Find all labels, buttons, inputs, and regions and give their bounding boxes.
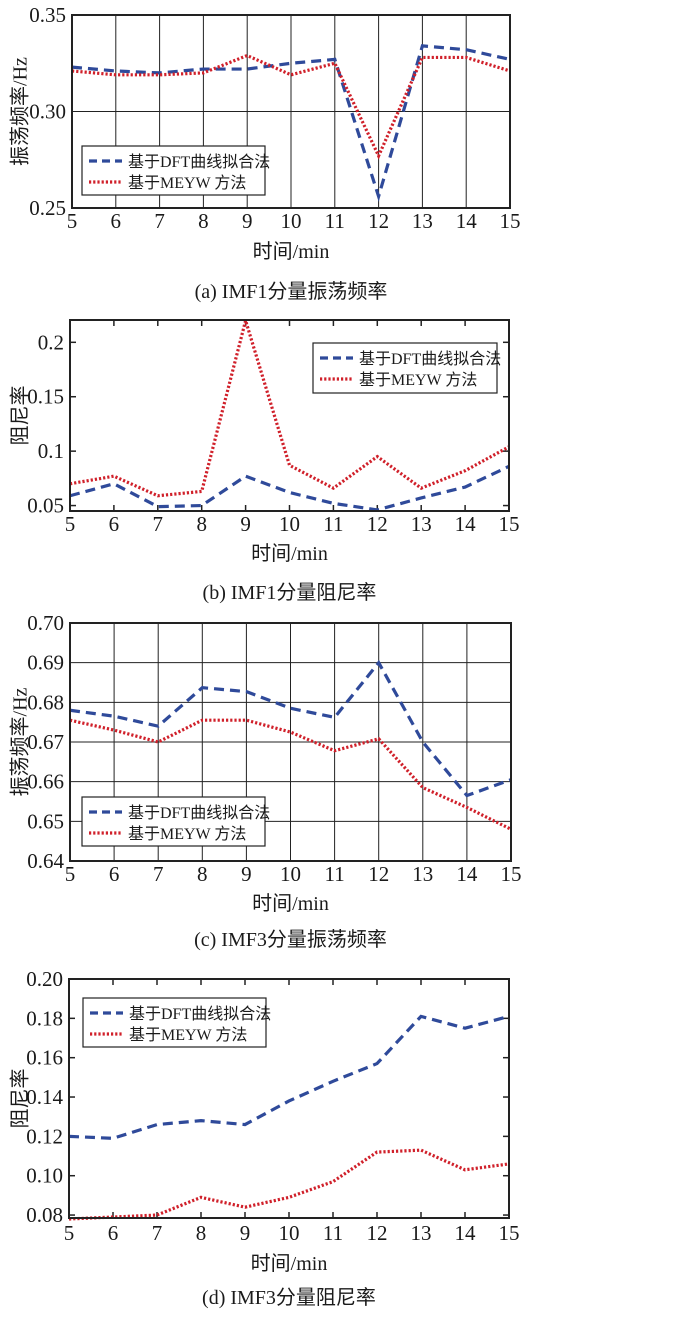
y-tick-label: 0.30 bbox=[29, 100, 66, 124]
x-tick-label: 5 bbox=[65, 512, 76, 536]
y-tick-label: 0.18 bbox=[26, 1006, 63, 1030]
legend-label: 基于MEYW 方法 bbox=[128, 174, 246, 192]
chart-panel-0: 5 6 7 8 9 10 11 12 13 14 15 0.25 0.30 0.35 时间/min 振荡频率/… bbox=[9, 3, 521, 303]
x-tick-label: 8 bbox=[197, 862, 208, 886]
y-axis-label: 振荡频率/Hz bbox=[9, 57, 32, 166]
x-axis-label: 时间/min bbox=[253, 240, 330, 263]
y-tick-label: 0.67 bbox=[27, 730, 64, 754]
x-tick-label: 13 bbox=[412, 862, 433, 886]
legend-label: 基于MEYW 方法 bbox=[129, 1026, 247, 1044]
x-tick-label: 9 bbox=[242, 209, 253, 233]
series-line-dft bbox=[70, 466, 509, 510]
x-tick-label: 9 bbox=[241, 862, 252, 886]
x-tick-label: 11 bbox=[323, 512, 343, 536]
x-tick-label: 12 bbox=[368, 862, 389, 886]
x-axis-label: 时间/min bbox=[251, 1252, 328, 1275]
x-tick-label: 11 bbox=[323, 1221, 343, 1245]
x-tick-label: 10 bbox=[280, 862, 301, 886]
x-tick-label: 7 bbox=[153, 512, 164, 536]
y-tick-label: 0.05 bbox=[27, 494, 64, 518]
y-tick-label: 0.64 bbox=[27, 849, 64, 873]
x-tick-label: 13 bbox=[411, 1221, 432, 1245]
y-tick-label: 0.20 bbox=[26, 967, 63, 991]
x-tick-label: 9 bbox=[240, 512, 251, 536]
y-tick-label: 0.35 bbox=[29, 3, 66, 27]
x-tick-label: 14 bbox=[456, 862, 478, 886]
y-axis-label: 阻尼率 bbox=[9, 386, 32, 446]
x-tick-label: 11 bbox=[324, 862, 344, 886]
x-tick-label: 6 bbox=[111, 209, 122, 233]
y-tick-label: 0.69 bbox=[27, 651, 64, 675]
x-tick-label: 15 bbox=[499, 1221, 520, 1245]
x-tick-label: 8 bbox=[196, 512, 207, 536]
x-tick-label: 6 bbox=[109, 512, 120, 536]
x-tick-label: 5 bbox=[67, 209, 78, 233]
y-tick-label: 0.14 bbox=[26, 1085, 63, 1109]
series-line-meyw bbox=[69, 1150, 509, 1219]
x-tick-label: 15 bbox=[499, 512, 520, 536]
x-tick-label: 5 bbox=[65, 862, 76, 886]
y-tick-label: 0.12 bbox=[26, 1124, 63, 1148]
chart-caption: (b) IMF1分量阻尼率 bbox=[203, 581, 377, 604]
legend-label: 基于DFT曲线拟合法 bbox=[128, 804, 270, 822]
x-tick-label: 7 bbox=[153, 862, 164, 886]
x-tick-label: 6 bbox=[108, 1221, 119, 1245]
x-tick-label: 6 bbox=[109, 862, 120, 886]
x-tick-label: 11 bbox=[325, 209, 345, 233]
chart-panel-3: 5 6 7 8 9 10 11 12 13 14 15 0.08 0.10 0.12 0.14 0.16 0.1… bbox=[9, 967, 520, 1309]
x-tick-label: 12 bbox=[367, 1221, 388, 1245]
x-tick-label: 12 bbox=[367, 512, 388, 536]
x-axis-label: 时间/min bbox=[251, 542, 328, 565]
y-tick-label: 0.15 bbox=[27, 385, 64, 409]
y-tick-label: 0.25 bbox=[29, 196, 66, 220]
x-tick-label: 8 bbox=[198, 209, 209, 233]
x-tick-label: 10 bbox=[279, 512, 300, 536]
chart-panel-2: 5 6 7 8 9 10 11 12 13 14 15 0.64 0.65 0.66 0.67 0.68 0.6… bbox=[9, 611, 522, 951]
x-tick-label: 12 bbox=[368, 209, 389, 233]
x-tick-label: 14 bbox=[456, 209, 478, 233]
y-tick-label: 0.08 bbox=[26, 1203, 63, 1227]
chart-panel-1: 5 6 7 8 9 10 11 12 13 14 15 0.05 0.1 0.15 0.2 时间/min 阻尼率… bbox=[9, 320, 520, 604]
y-tick-label: 0.16 bbox=[26, 1046, 63, 1070]
x-tick-label: 13 bbox=[411, 512, 432, 536]
y-tick-label: 0.2 bbox=[38, 330, 64, 354]
x-tick-label: 7 bbox=[154, 209, 165, 233]
y-tick-label: 0.1 bbox=[38, 439, 64, 463]
y-axis-label: 振荡频率/Hz bbox=[9, 687, 32, 796]
y-tick-label: 0.68 bbox=[27, 690, 64, 714]
x-tick-label: 5 bbox=[64, 1221, 75, 1245]
legend-label: 基于MEYW 方法 bbox=[128, 825, 246, 843]
chart-caption: (c) IMF3分量振荡频率 bbox=[194, 928, 387, 951]
x-axis-label: 时间/min bbox=[252, 892, 329, 915]
x-tick-label: 15 bbox=[501, 862, 522, 886]
x-tick-label: 8 bbox=[196, 1221, 207, 1245]
x-tick-label: 7 bbox=[152, 1221, 163, 1245]
x-tick-label: 10 bbox=[279, 1221, 300, 1245]
y-tick-label: 0.70 bbox=[27, 611, 64, 635]
y-axis-label: 阻尼率 bbox=[9, 1069, 32, 1129]
x-tick-label: 15 bbox=[500, 209, 521, 233]
legend-label: 基于DFT曲线拟合法 bbox=[129, 1005, 271, 1023]
y-tick-label: 0.66 bbox=[27, 770, 64, 794]
y-tick-label: 0.65 bbox=[27, 809, 64, 833]
legend-label: 基于DFT曲线拟合法 bbox=[128, 153, 270, 171]
y-tick-label: 0.10 bbox=[26, 1164, 63, 1188]
legend-label: 基于DFT曲线拟合法 bbox=[359, 350, 501, 368]
x-tick-label: 13 bbox=[412, 209, 433, 233]
chart-caption: (d) IMF3分量阻尼率 bbox=[202, 1286, 376, 1309]
legend-label: 基于MEYW 方法 bbox=[359, 371, 477, 389]
chart-caption: (a) IMF1分量振荡频率 bbox=[195, 280, 388, 303]
x-tick-label: 9 bbox=[240, 1221, 251, 1245]
x-tick-label: 14 bbox=[455, 1221, 477, 1245]
x-tick-label: 10 bbox=[281, 209, 302, 233]
x-tick-label: 14 bbox=[455, 512, 477, 536]
